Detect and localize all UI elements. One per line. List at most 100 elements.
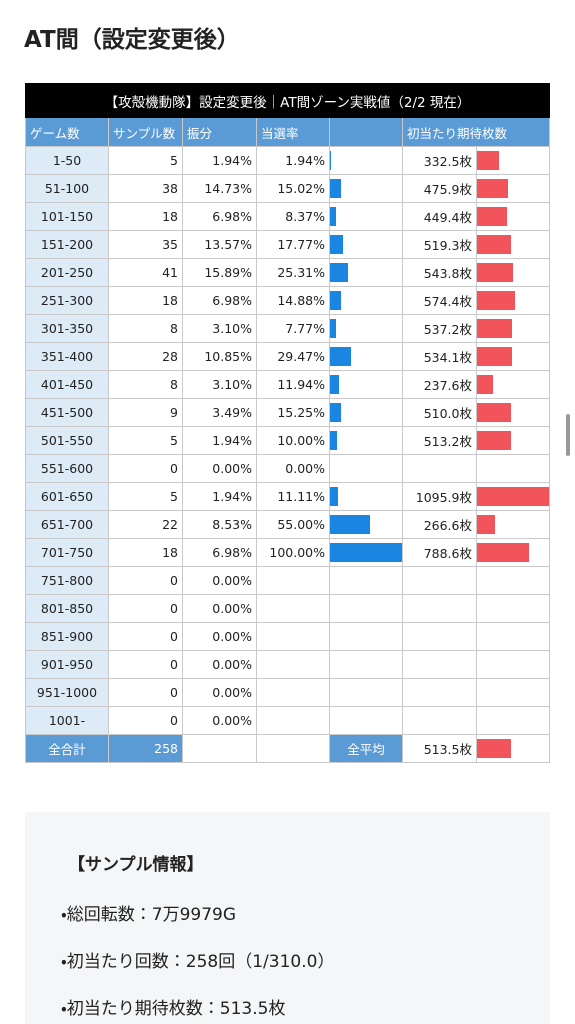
hit-rate-bar bbox=[330, 515, 370, 534]
expected-bar-cell bbox=[475, 706, 551, 735]
expected-coins: 475.9枚 bbox=[402, 174, 477, 203]
hit-rate-bar-cell bbox=[329, 538, 403, 567]
expected-bar bbox=[477, 431, 511, 450]
hit-rate: 29.47% bbox=[256, 342, 330, 371]
game-range: 551-600 bbox=[25, 454, 109, 483]
sample-count: 0 bbox=[108, 454, 183, 483]
expected-coins bbox=[402, 454, 477, 483]
expected-bar-cell bbox=[475, 258, 551, 287]
hit-rate-bar-cell bbox=[329, 706, 403, 735]
data-row: 651-700 22 8.53% 55.00% 266.6枚 bbox=[25, 510, 551, 539]
avg-expected-bar bbox=[477, 739, 511, 758]
data-row: 801-850 0 0.00% bbox=[25, 594, 551, 623]
hit-rate-bar-cell bbox=[329, 650, 403, 679]
expected-coins: 266.6枚 bbox=[402, 510, 477, 539]
sample-info: 【サンプル情報】 ・総回転数：7万9979G ・初当たり回数：258回（1/310… bbox=[25, 812, 550, 1024]
expected-bar-cell bbox=[475, 342, 551, 371]
expected-bar-cell bbox=[475, 566, 551, 595]
hit-rate-bar bbox=[330, 235, 343, 254]
share: 6.98% bbox=[182, 286, 257, 315]
expected-coins: 534.1枚 bbox=[402, 342, 477, 371]
data-row: 751-800 0 0.00% bbox=[25, 566, 551, 595]
share: 1.94% bbox=[182, 426, 257, 455]
expected-bar bbox=[477, 319, 513, 338]
hit-rate-bar-cell bbox=[329, 678, 403, 707]
header-row: ゲーム数 サンプル数 振分 当選率 初当たり期待枚数 bbox=[25, 117, 551, 147]
expected-bar bbox=[477, 375, 493, 394]
avg-label: 全平均 bbox=[329, 734, 403, 763]
info-item: ・総回転数：7万9979G bbox=[61, 905, 237, 925]
sample-count: 18 bbox=[108, 202, 183, 231]
sample-count: 0 bbox=[108, 622, 183, 651]
expected-bar-cell bbox=[475, 594, 551, 623]
hit-rate-bar-cell bbox=[329, 482, 403, 511]
data-row: 1001- 0 0.00% bbox=[25, 706, 551, 735]
hit-rate-bar bbox=[330, 263, 349, 282]
hit-rate: 14.88% bbox=[256, 286, 330, 315]
hit-rate-bar-cell bbox=[329, 510, 403, 539]
game-range: 951-1000 bbox=[25, 678, 109, 707]
hit-rate: 8.37% bbox=[256, 202, 330, 231]
column-header: 振分 bbox=[182, 117, 257, 147]
expected-bar-cell bbox=[475, 230, 551, 259]
game-range: 451-500 bbox=[25, 398, 109, 427]
hit-rate-bar bbox=[330, 151, 332, 170]
game-range: 201-250 bbox=[25, 258, 109, 287]
sample-count: 0 bbox=[108, 650, 183, 679]
hit-rate bbox=[256, 706, 330, 735]
avg-expected: 513.5枚 bbox=[402, 734, 477, 763]
share: 0.00% bbox=[182, 678, 257, 707]
data-row: 201-250 41 15.89% 25.31% 543.8枚 bbox=[25, 258, 551, 287]
share: 0.00% bbox=[182, 594, 257, 623]
caption-row: 【攻殻機動隊】設定変更後｜AT間ゾーン実戦値（2/2 現在） bbox=[24, 83, 551, 118]
hit-rate bbox=[256, 622, 330, 651]
hit-rate-bar-cell bbox=[329, 342, 403, 371]
game-range: 151-200 bbox=[25, 230, 109, 259]
expected-coins bbox=[402, 650, 477, 679]
share: 1.94% bbox=[182, 146, 257, 175]
data-row: 401-450 8 3.10% 11.94% 237.6枚 bbox=[25, 370, 551, 399]
hit-rate-bar-cell bbox=[329, 454, 403, 483]
sample-count: 41 bbox=[108, 258, 183, 287]
data-row: 1-50 5 1.94% 1.94% 332.5枚 bbox=[25, 146, 551, 175]
hit-rate: 100.00% bbox=[256, 538, 330, 567]
avg-bar-cell bbox=[475, 734, 551, 763]
game-range: 701-750 bbox=[25, 538, 109, 567]
expected-coins: 510.0枚 bbox=[402, 398, 477, 427]
game-range: 1-50 bbox=[25, 146, 109, 175]
hit-rate bbox=[256, 650, 330, 679]
expected-bar-cell bbox=[475, 510, 551, 539]
hit-rate-bar-cell bbox=[329, 426, 403, 455]
data-row: 251-300 18 6.98% 14.88% 574.4枚 bbox=[25, 286, 551, 315]
expected-bar bbox=[477, 403, 511, 422]
expected-bar bbox=[477, 487, 549, 506]
column-header-blank bbox=[329, 117, 403, 147]
game-range: 801-850 bbox=[25, 594, 109, 623]
share: 15.89% bbox=[182, 258, 257, 287]
expected-coins: 574.4枚 bbox=[402, 286, 477, 315]
share: 3.49% bbox=[182, 398, 257, 427]
column-header: ゲーム数 bbox=[25, 117, 109, 147]
total-label: 全合計 bbox=[25, 734, 109, 763]
share: 3.10% bbox=[182, 370, 257, 399]
game-range: 501-550 bbox=[25, 426, 109, 455]
hit-rate-bar-cell bbox=[329, 622, 403, 651]
hit-rate-bar bbox=[330, 179, 341, 198]
data-row: 551-600 0 0.00% 0.00% bbox=[25, 454, 551, 483]
game-range: 51-100 bbox=[25, 174, 109, 203]
game-range: 401-450 bbox=[25, 370, 109, 399]
expected-coins: 449.4枚 bbox=[402, 202, 477, 231]
hit-rate: 11.94% bbox=[256, 370, 330, 399]
hit-rate-bar bbox=[330, 403, 341, 422]
expected-coins: 513.2枚 bbox=[402, 426, 477, 455]
sample-count: 18 bbox=[108, 286, 183, 315]
sample-count: 5 bbox=[108, 146, 183, 175]
expected-bar-cell bbox=[475, 482, 551, 511]
hit-rate-bar-cell bbox=[329, 398, 403, 427]
expected-bar-cell bbox=[475, 202, 551, 231]
expected-coins: 332.5枚 bbox=[402, 146, 477, 175]
game-range: 901-950 bbox=[25, 650, 109, 679]
page-title: AT間（設定変更後） bbox=[24, 27, 240, 53]
hit-rate: 11.11% bbox=[256, 482, 330, 511]
